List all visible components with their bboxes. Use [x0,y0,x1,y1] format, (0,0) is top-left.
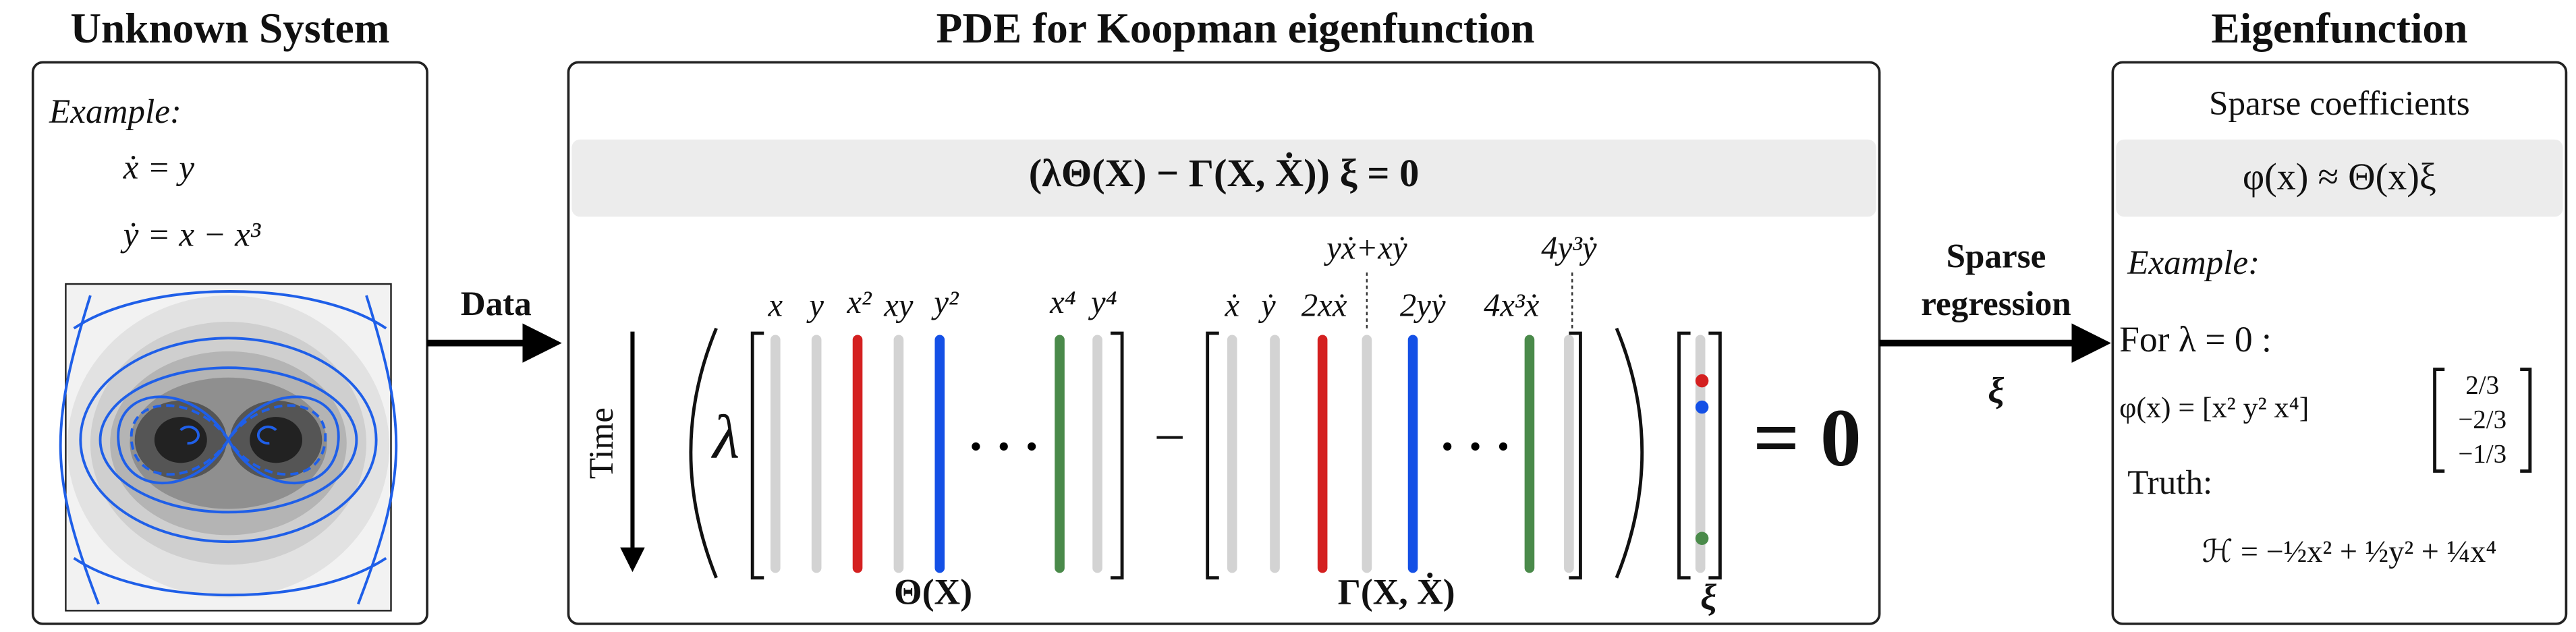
panel-title: Eigenfunction [2211,5,2467,52]
eigenfunction: φ(x) = [x² y² x⁴] [2119,391,2309,424]
time-label: Time [582,407,621,479]
gamma-column-labels: ẋ ẏ 2xẋ 2yẏ 4x³ẋ yẋ+xẏ 4y³ẏ [1224,230,1596,324]
column-label: ẏ [1258,287,1276,324]
panel-title: Unknown System [70,5,389,52]
equation: (λΘ(X) − Γ(X, Ẋ)) ξ = 0 [1029,151,1420,195]
lambda: λ [710,403,739,471]
arrow-label: Data [461,285,532,323]
equation: ẏ = x − x³ [120,216,261,254]
truth-label: Truth: [2127,463,2212,502]
example-label: Example: [49,92,181,131]
column-label: yẋ+xẏ [1323,230,1407,266]
gamma-columns [1227,272,1574,573]
panel-title: PDE for Koopman eigenfunction [936,5,1535,52]
column-label: y² [930,284,959,320]
matrix-label: Γ(X, Ẋ) [1338,572,1455,612]
column-label: y⁴ [1088,284,1117,320]
coefficient: −1/3 [2458,440,2507,469]
equation: ẋ = y [123,148,195,187]
coefficient: 2/3 [2465,370,2499,399]
column-label: 2xẋ [1301,287,1347,324]
arrow-label: ξ [1988,370,2004,410]
column-label: xy [883,287,914,324]
column-label: 2yẏ [1400,287,1446,324]
bracket [2433,368,2532,473]
xi-vector [1695,335,1709,573]
arrow-label: Sparse [1947,237,2046,275]
column-label: 4x³ẋ [1484,287,1540,324]
column-label: x⁴ [1049,284,1076,320]
theta-columns [770,335,1102,573]
equation-band [571,139,1876,217]
bracket [1677,331,1722,580]
subtitle: Sparse coefficients [2209,84,2470,123]
bracket [750,331,1124,580]
column-label: x² [846,284,872,320]
column-label: 4y³ẏ [1541,230,1597,266]
equation: φ(x) ≈ Θ(x)ξ [2243,156,2436,198]
column-label: ẋ [1224,287,1239,324]
column-label: y [806,287,824,324]
vector-label: ξ [1700,577,1716,617]
matrix-label: Θ(X) [894,572,972,612]
equals-zero: = 0 [1753,393,1861,484]
condition: For λ = 0 : [2119,319,2272,360]
coefficient: −2/3 [2458,405,2507,434]
example-label: Example: [2127,243,2260,282]
minus: − [1154,406,1185,468]
phase-portrait [59,283,398,612]
arrow-label: regression [1921,285,2071,323]
equation-band [2116,139,2563,217]
bracket [1206,331,1582,580]
theta-column-labels: x y x² xy y² x⁴ y⁴ [767,284,1117,324]
column-label: x [767,287,783,324]
hamiltonian: ℋ = −½x² + ½y² + ¼x⁴ [2202,535,2497,569]
paren [689,327,718,579]
paren [1615,327,1644,579]
